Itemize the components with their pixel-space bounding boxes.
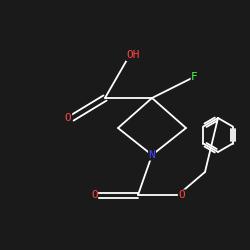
- Text: O: O: [91, 190, 98, 200]
- Text: O: O: [65, 113, 71, 123]
- Text: F: F: [191, 72, 198, 82]
- Text: O: O: [178, 190, 185, 200]
- Text: N: N: [148, 150, 156, 160]
- Text: OH: OH: [126, 50, 140, 60]
